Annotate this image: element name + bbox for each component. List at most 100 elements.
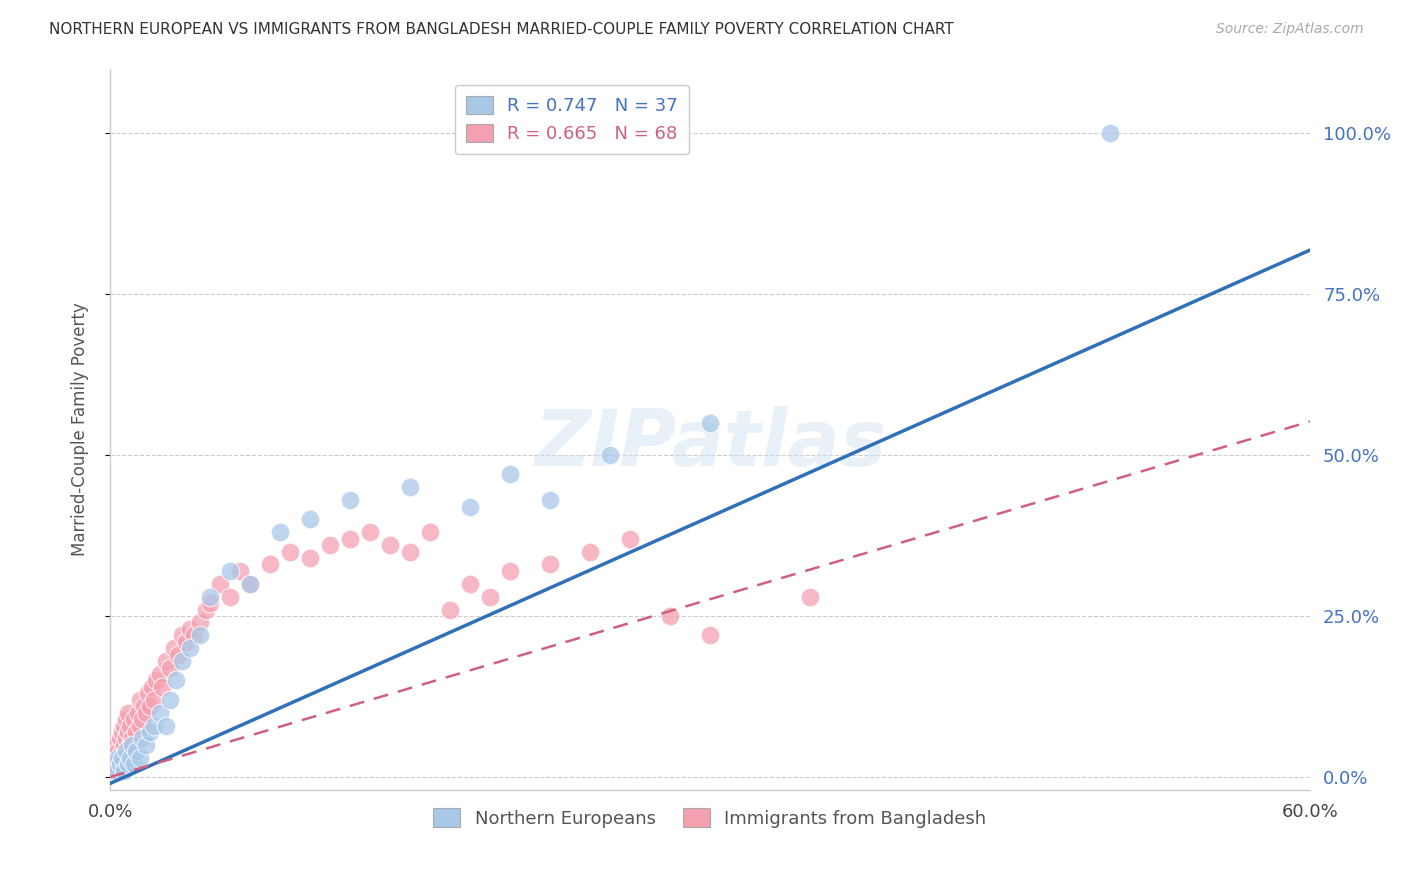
Point	[115, 712, 138, 726]
Point	[458, 576, 481, 591]
Point	[155, 718, 177, 732]
Point	[478, 590, 501, 604]
Point	[699, 628, 721, 642]
Point	[125, 725, 148, 739]
Point	[107, 757, 129, 772]
Point	[339, 493, 361, 508]
Point	[399, 544, 422, 558]
Point	[179, 641, 201, 656]
Point	[538, 558, 561, 572]
Point	[319, 538, 342, 552]
Point	[278, 544, 301, 558]
Point	[103, 764, 125, 778]
Point	[439, 602, 461, 616]
Point	[159, 692, 181, 706]
Point	[112, 738, 135, 752]
Point	[129, 750, 152, 764]
Point	[299, 512, 322, 526]
Point	[188, 615, 211, 630]
Point	[108, 750, 131, 764]
Point	[121, 738, 143, 752]
Point	[188, 628, 211, 642]
Point	[179, 622, 201, 636]
Point	[131, 731, 153, 746]
Point	[135, 706, 157, 720]
Point	[129, 718, 152, 732]
Point	[458, 500, 481, 514]
Point	[103, 757, 125, 772]
Point	[108, 757, 131, 772]
Point	[132, 699, 155, 714]
Point	[219, 564, 242, 578]
Point	[149, 706, 172, 720]
Point	[183, 628, 205, 642]
Point	[143, 718, 166, 732]
Point	[122, 757, 145, 772]
Point	[112, 764, 135, 778]
Point	[339, 532, 361, 546]
Point	[139, 699, 162, 714]
Y-axis label: Married-Couple Family Poverty: Married-Couple Family Poverty	[72, 302, 89, 556]
Point	[150, 680, 173, 694]
Point	[170, 628, 193, 642]
Point	[658, 609, 681, 624]
Text: NORTHERN EUROPEAN VS IMMIGRANTS FROM BANGLADESH MARRIED-COUPLE FAMILY POVERTY CO: NORTHERN EUROPEAN VS IMMIGRANTS FROM BAN…	[49, 22, 953, 37]
Point	[198, 596, 221, 610]
Text: Source: ZipAtlas.com: Source: ZipAtlas.com	[1216, 22, 1364, 37]
Point	[195, 602, 218, 616]
Point	[419, 525, 441, 540]
Point	[112, 718, 135, 732]
Point	[129, 692, 152, 706]
Point	[579, 544, 602, 558]
Point	[239, 576, 262, 591]
Point	[131, 712, 153, 726]
Point	[105, 750, 128, 764]
Point	[105, 738, 128, 752]
Point	[219, 590, 242, 604]
Point	[149, 667, 172, 681]
Point	[619, 532, 641, 546]
Point	[107, 750, 129, 764]
Point	[136, 686, 159, 700]
Point	[101, 757, 124, 772]
Point	[121, 731, 143, 746]
Point	[299, 551, 322, 566]
Point	[105, 764, 128, 778]
Point	[229, 564, 252, 578]
Point	[111, 750, 134, 764]
Point	[111, 725, 134, 739]
Point	[117, 757, 139, 772]
Point	[107, 744, 129, 758]
Point	[122, 712, 145, 726]
Point	[399, 480, 422, 494]
Point	[163, 641, 186, 656]
Point	[499, 467, 522, 482]
Point	[120, 750, 142, 764]
Point	[1098, 126, 1121, 140]
Legend: Northern Europeans, Immigrants from Bangladesh: Northern Europeans, Immigrants from Bang…	[426, 801, 994, 835]
Point	[117, 706, 139, 720]
Point	[159, 660, 181, 674]
Point	[111, 744, 134, 758]
Point	[259, 558, 281, 572]
Point	[165, 673, 187, 688]
Point	[599, 448, 621, 462]
Point	[108, 731, 131, 746]
Point	[269, 525, 291, 540]
Point	[117, 725, 139, 739]
Point	[209, 576, 232, 591]
Point	[127, 706, 149, 720]
Point	[141, 680, 163, 694]
Point	[115, 744, 138, 758]
Point	[359, 525, 381, 540]
Point	[170, 654, 193, 668]
Point	[174, 634, 197, 648]
Point	[799, 590, 821, 604]
Point	[145, 673, 167, 688]
Text: ZIPatlas: ZIPatlas	[534, 406, 886, 482]
Point	[143, 692, 166, 706]
Point	[120, 738, 142, 752]
Point	[378, 538, 401, 552]
Point	[139, 725, 162, 739]
Point	[538, 493, 561, 508]
